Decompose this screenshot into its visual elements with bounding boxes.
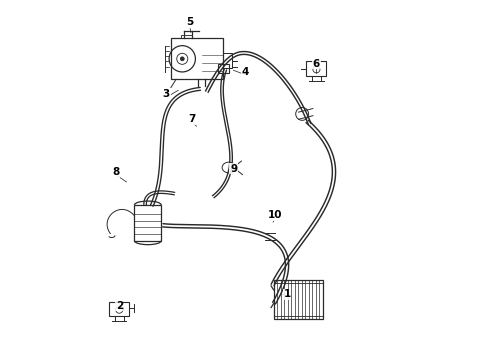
Bar bbox=[219, 64, 229, 73]
Text: 3: 3 bbox=[163, 89, 170, 99]
Text: 6: 6 bbox=[313, 59, 320, 69]
Text: 4: 4 bbox=[241, 67, 249, 77]
Text: 1: 1 bbox=[284, 289, 291, 299]
Bar bbox=[181, 35, 192, 38]
Bar bbox=[109, 302, 129, 316]
Text: 5: 5 bbox=[186, 17, 193, 27]
Bar bbox=[222, 54, 232, 68]
Bar bbox=[171, 38, 222, 79]
Text: 9: 9 bbox=[230, 163, 237, 174]
Text: 8: 8 bbox=[112, 167, 119, 177]
Bar bbox=[273, 280, 323, 319]
Text: 2: 2 bbox=[116, 301, 123, 311]
Circle shape bbox=[180, 57, 184, 61]
Text: 7: 7 bbox=[189, 114, 196, 124]
Bar bbox=[306, 62, 326, 76]
Text: 10: 10 bbox=[268, 210, 283, 220]
Bar bbox=[134, 205, 161, 241]
